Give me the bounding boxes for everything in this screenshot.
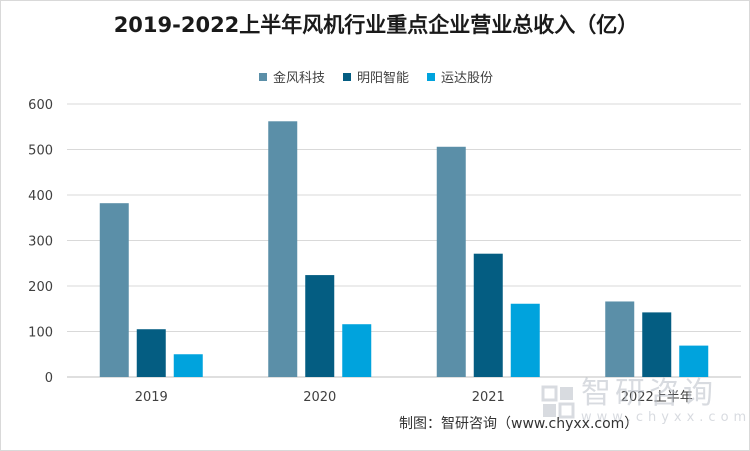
bar: [605, 301, 635, 377]
bar: [268, 121, 298, 377]
bar: [436, 146, 466, 377]
y-tick-label: 200: [28, 280, 53, 295]
legend-item-series-1: 金风科技: [258, 67, 325, 86]
bar: [510, 303, 540, 377]
legend-item-series-3: 运达股份: [427, 67, 493, 86]
watermark-logo-icon: [541, 385, 575, 418]
x-tick-label: 2021: [472, 390, 505, 405]
chart-title: 2019-2022上半年风机行业重点企业营业总收入（亿）: [113, 13, 639, 37]
bar: [136, 329, 166, 377]
y-tick-label: 500: [28, 144, 53, 159]
bar: [305, 275, 335, 377]
legend-swatch-series-3: [427, 72, 435, 81]
y-tick-label: 100: [28, 326, 53, 341]
bar: [342, 324, 372, 377]
legend-label-series-3: 运达股份: [441, 71, 494, 86]
bar: [473, 253, 503, 377]
y-tick-label: 400: [28, 189, 53, 204]
y-tick-label: 300: [28, 235, 53, 250]
bar: [642, 312, 672, 377]
x-tick-label: 2022上半年: [621, 390, 693, 405]
y-tick-label: 0: [45, 371, 53, 386]
x-tick-label: 2020: [303, 390, 336, 405]
bar: [173, 354, 203, 377]
legend-label-series-1: 金风科技: [272, 71, 325, 86]
chart-legend: 金风科技 明阳智能 运达股份: [1, 67, 749, 86]
chart-credit: 制图：智研咨询（www.chyxx.com）: [399, 416, 639, 432]
bar: [99, 203, 129, 377]
legend-label-series-2: 明阳智能: [356, 71, 409, 86]
legend-swatch-series-1: [258, 72, 267, 81]
y-tick-label: 600: [28, 98, 53, 113]
legend-swatch-series-2: [342, 72, 351, 81]
watermark-name: 智研咨询: [581, 376, 717, 411]
watermark: 智研咨询 www.chyxx.com: [541, 376, 750, 425]
x-tick-label: 2019: [135, 390, 168, 405]
watermark-url: www.chyxx.com: [581, 410, 750, 425]
bar: [679, 345, 709, 377]
legend-item-series-2: 明阳智能: [342, 67, 409, 86]
